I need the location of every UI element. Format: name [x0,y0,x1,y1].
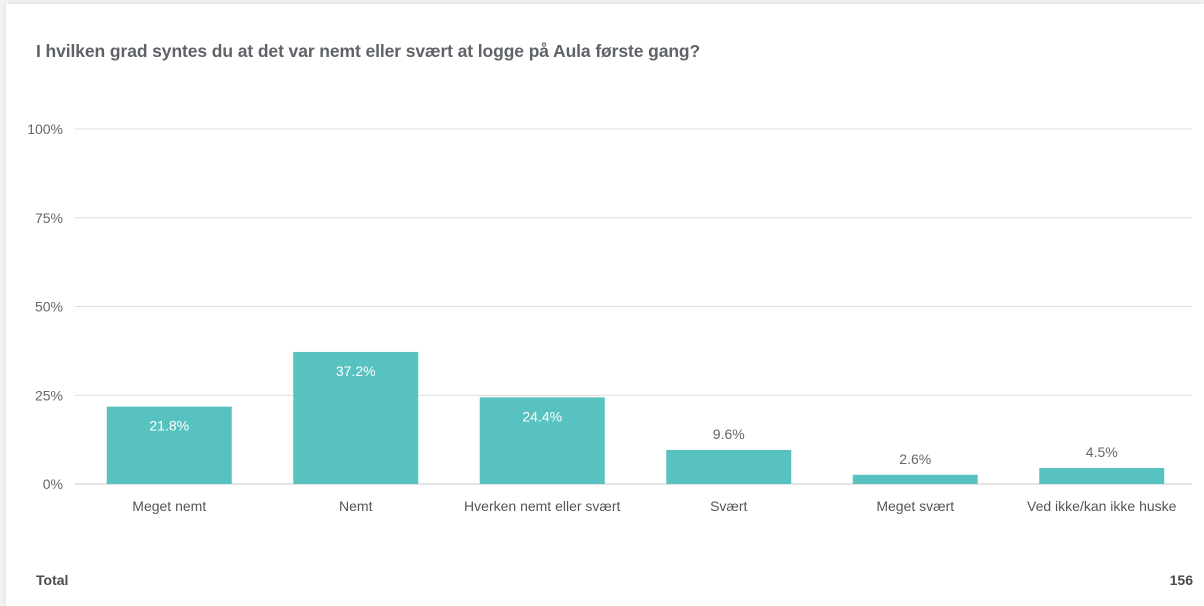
bar [1039,468,1165,484]
x-tick-label: Meget nemt [132,498,206,514]
x-tick-label: Svært [710,498,747,514]
value-label: 21.8% [149,418,189,434]
y-tick-label: 50% [35,299,63,315]
x-tick-label: Hverken nemt eller svært [464,498,620,514]
bar-chart: 0% 25% 50% 75% 100% 21.8% 37.2% 24.4% 9.6% 2.6% 4… [27,121,1192,514]
value-label: 4.5% [1086,444,1118,460]
y-tick-label: 25% [35,387,63,403]
bar [852,474,978,484]
value-label: 2.6% [899,451,931,467]
total-label: Total [36,572,69,588]
value-label: 9.6% [713,426,745,442]
y-tick-label: 100% [27,121,63,137]
bar [293,351,419,484]
bar [106,406,232,484]
bars [106,351,1165,484]
value-label: 37.2% [336,363,376,379]
x-tick-label: Nemt [339,498,373,514]
x-axis-ticks: Meget nemt Nemt Hverken nemt eller svært Sv… [132,498,1176,514]
y-tick-label: 75% [35,210,63,226]
y-axis-ticks: 0% 25% 50% 75% 100% [27,121,63,492]
chart-card: I hvilken grad syntes du at det var nemt… [6,4,1204,606]
x-tick-label: Meget svært [876,498,954,514]
y-tick-label: 0% [43,476,63,492]
value-label: 24.4% [522,408,562,424]
bar [479,397,605,484]
gridlines [75,128,1192,485]
bar [666,449,792,484]
chart-title: I hvilken grad syntes du at det var nemt… [36,41,701,61]
total-value: 156 [1169,572,1193,588]
value-labels: 21.8% 37.2% 24.4% 9.6% 2.6% 4.5% [149,363,1117,467]
x-tick-label: Ved ikke/kan ikke huske [1027,498,1177,514]
